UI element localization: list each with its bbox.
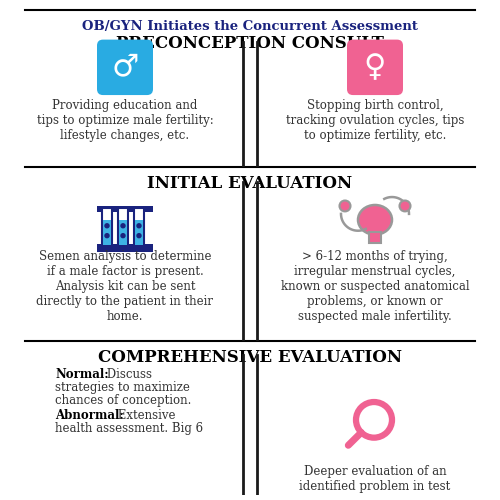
Text: Extensive: Extensive (114, 409, 176, 422)
Text: Deeper evaluation of an
identified problem in test: Deeper evaluation of an identified probl… (300, 466, 450, 493)
Text: COMPREHENSIVE EVALUATION: COMPREHENSIVE EVALUATION (98, 348, 402, 366)
Text: Discuss: Discuss (103, 368, 152, 382)
Bar (103, 220, 111, 244)
Text: chances of conception.: chances of conception. (55, 394, 192, 407)
Bar (102, 208, 112, 246)
Bar (118, 208, 128, 246)
Circle shape (105, 234, 109, 237)
Circle shape (400, 200, 410, 211)
Text: Providing education and
tips to optimize male fertility:
lifestyle changes, etc.: Providing education and tips to optimize… (36, 99, 214, 142)
Text: health assessment. Big 6: health assessment. Big 6 (55, 422, 203, 435)
Bar (97, 244, 153, 252)
Text: ♂: ♂ (112, 53, 138, 82)
Bar (135, 220, 143, 244)
FancyBboxPatch shape (97, 40, 153, 95)
Bar (369, 232, 381, 242)
Ellipse shape (358, 205, 392, 234)
FancyBboxPatch shape (347, 40, 403, 95)
Text: Abnormal:: Abnormal: (55, 409, 124, 422)
Text: OB/GYN Initiates the Concurrent Assessment: OB/GYN Initiates the Concurrent Assessme… (82, 20, 418, 33)
Circle shape (121, 234, 125, 237)
Text: INITIAL EVALUATION: INITIAL EVALUATION (148, 176, 352, 192)
Text: PRECONCEPTION CONSULT: PRECONCEPTION CONSULT (116, 34, 384, 51)
Circle shape (137, 234, 141, 237)
Text: > 6-12 months of trying,
irregular menstrual cycles,
known or suspected anatomic: > 6-12 months of trying, irregular menst… (280, 250, 469, 322)
Circle shape (105, 224, 109, 228)
Bar (97, 206, 153, 212)
Circle shape (137, 224, 141, 228)
Bar (134, 208, 144, 246)
Text: Stopping birth control,
tracking ovulation cycles, tips
to optimize fertility, e: Stopping birth control, tracking ovulati… (286, 99, 464, 142)
Text: Normal:: Normal: (55, 368, 108, 382)
Text: Semen analysis to determine
if a male factor is present.
Analysis kit can be sen: Semen analysis to determine if a male fa… (36, 250, 214, 322)
Text: ♀: ♀ (364, 53, 386, 82)
Bar (119, 220, 127, 244)
Circle shape (121, 224, 125, 228)
Text: strategies to maximize: strategies to maximize (55, 381, 190, 394)
Circle shape (340, 200, 350, 211)
